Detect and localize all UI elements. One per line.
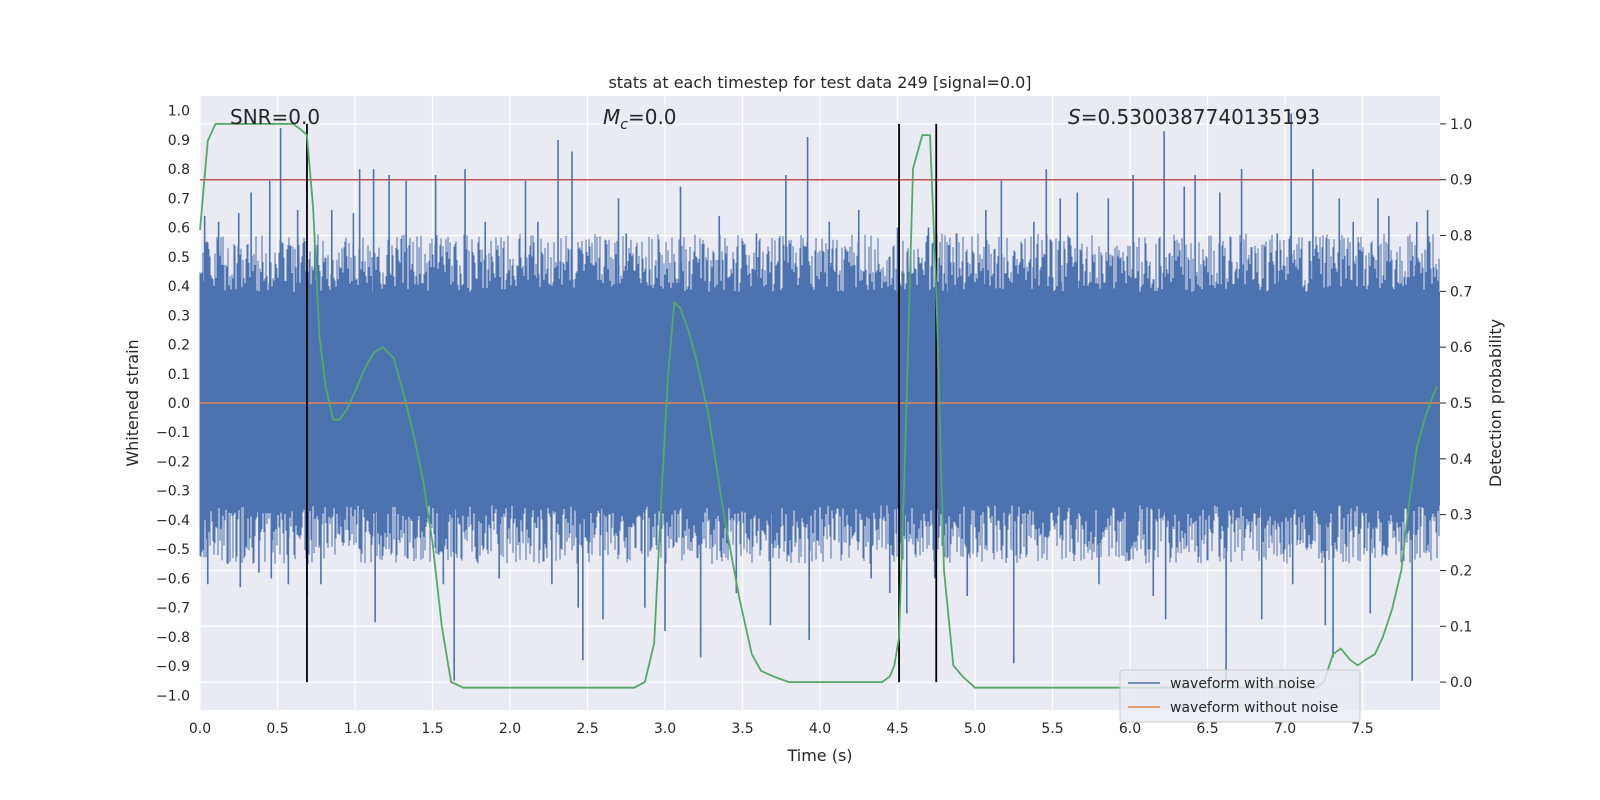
legend-label-waveform-with-noise: waveform with noise — [1170, 676, 1315, 692]
x-tick-label: 4.0 — [809, 721, 831, 737]
x-tick-label: 2.0 — [499, 721, 521, 737]
y2-tick-label: 0.2 — [1450, 563, 1472, 579]
y2-tick-label: 0.6 — [1450, 340, 1472, 356]
noise-fringe — [199, 233, 1440, 564]
x-tick-label: 3.5 — [731, 721, 753, 737]
y-tick-label: −0.2 — [156, 454, 190, 470]
y-tick-label: −0.3 — [156, 484, 190, 500]
y-tick-label: −0.7 — [156, 601, 190, 617]
y-tick-label: 0.6 — [168, 221, 190, 237]
y2-tick-label: 0.4 — [1450, 452, 1472, 468]
x-tick-label: 5.0 — [964, 721, 986, 737]
y-tick-label: 0.3 — [168, 308, 190, 324]
y-tick-label: 0.7 — [168, 191, 190, 207]
y2-tick-label: 0.8 — [1450, 229, 1472, 245]
x-tick-label: 1.5 — [421, 721, 443, 737]
legend: waveform with noise waveform without noi… — [1119, 669, 1361, 723]
y2-tick-label: 0.9 — [1450, 173, 1472, 189]
legend-label-waveform-without-noise: waveform without noise — [1170, 700, 1338, 716]
x-tick-label: 7.5 — [1351, 721, 1373, 737]
x-tick-label: 0.0 — [189, 721, 211, 737]
s-value: =0.5300387740135193 — [1081, 105, 1320, 129]
chirp-mass-subscript: c — [620, 117, 628, 133]
y2-tick-label: 0.0 — [1450, 675, 1472, 691]
y2-tick-label: 1.0 — [1450, 117, 1472, 133]
x-tick-label: 4.5 — [886, 721, 908, 737]
s-annotation: S=0.5300387740135193 — [1068, 105, 1320, 129]
y2-tick-label: 0.1 — [1450, 619, 1472, 635]
y-tick-label: 0.0 — [168, 396, 190, 412]
y-tick-label: 0.8 — [168, 162, 190, 178]
y-axis-label: Whitened strain — [123, 339, 142, 466]
y2-tick-label: 0.7 — [1450, 284, 1472, 300]
x-tick-label: 2.5 — [576, 721, 598, 737]
x-tick-label: 5.5 — [1041, 721, 1063, 737]
y-tick-label: −1.0 — [156, 688, 190, 704]
x-tick-label: 6.0 — [1119, 721, 1141, 737]
y-tick-label: −0.6 — [156, 571, 190, 587]
chart-title: stats at each timestep for test data 249… — [608, 73, 1031, 92]
y2-tick-label: 0.3 — [1450, 508, 1472, 524]
x-tick-label: 6.5 — [1196, 721, 1218, 737]
y2-tick-label: 0.5 — [1450, 396, 1472, 412]
x-tick-label: 3.0 — [654, 721, 676, 737]
y-tick-label: 0.4 — [168, 279, 190, 295]
ticks: 0.0 0.5 1.0 1.5 2.0 2.5 3.0 3.5 4.0 4.5 5.0 5.5 6.0 6… — [156, 104, 1472, 737]
y-tick-label: 0.1 — [168, 367, 190, 383]
y-tick-label: 0.2 — [168, 338, 190, 354]
x-tick-label: 1.0 — [344, 721, 366, 737]
y-tick-label: −0.4 — [156, 513, 190, 529]
s-symbol: S — [1068, 105, 1081, 129]
y2-axis-label: Detection probability — [1486, 319, 1505, 487]
x-tick-label: 7.0 — [1274, 721, 1296, 737]
chirp-mass-annotation: Mc=0.0 — [603, 105, 677, 133]
y-tick-label: 0.9 — [168, 133, 190, 149]
y-tick-label: 0.5 — [168, 250, 190, 266]
y-tick-label: −0.8 — [156, 630, 190, 646]
legend-box — [1119, 669, 1361, 723]
waveform-with-noise-band — [199, 233, 1440, 564]
y-tick-label: 1.0 — [168, 104, 190, 120]
x-axis-label: Time (s) — [786, 746, 852, 765]
x-tick-label: 0.5 — [266, 721, 288, 737]
y-tick-label: −0.5 — [156, 542, 190, 558]
snr-annotation: SNR=0.0 — [230, 105, 320, 129]
chirp-mass-value: =0.0 — [628, 105, 677, 129]
y-tick-label: −0.9 — [156, 659, 190, 675]
chirp-mass-symbol: M — [603, 105, 620, 129]
y-tick-label: −0.1 — [156, 425, 190, 441]
